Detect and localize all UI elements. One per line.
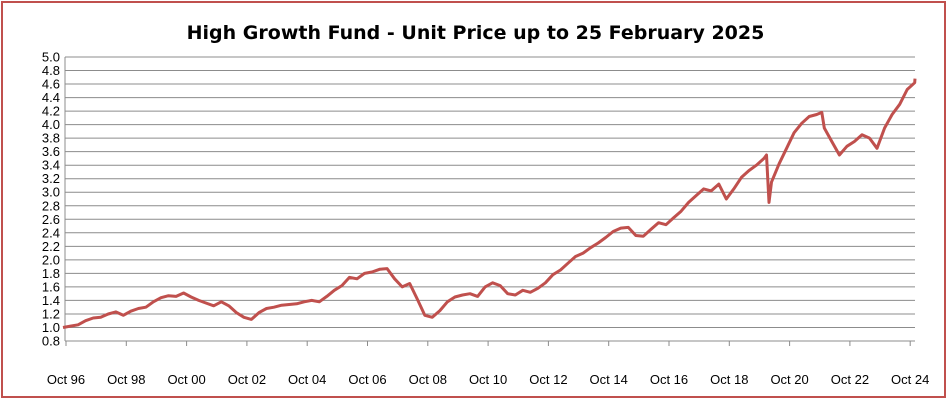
chart-frame bbox=[1, 1, 946, 398]
x-tick-label: Oct 22 bbox=[831, 372, 869, 387]
x-tick-label: Oct 18 bbox=[710, 372, 748, 387]
x-tick-label: Oct 12 bbox=[529, 372, 567, 387]
chart-title: High Growth Fund - Unit Price up to 25 F… bbox=[186, 22, 765, 44]
y-tick-label: 3.6 bbox=[42, 144, 60, 159]
y-tick-label: 4.6 bbox=[42, 77, 60, 92]
x-tick-label: Oct 06 bbox=[348, 372, 386, 387]
y-tick-label: 3.8 bbox=[42, 131, 60, 146]
y-tick-label: 4.0 bbox=[42, 117, 60, 132]
y-tick-label: 1.4 bbox=[42, 293, 60, 308]
y-tick-label: 4.8 bbox=[42, 63, 60, 78]
series-layer bbox=[62, 78, 917, 329]
y-tick-labels: 0.81.01.21.41.61.82.02.22.42.62.83.03.23… bbox=[42, 50, 60, 349]
y-tick-label: 2.0 bbox=[42, 252, 60, 267]
y-tick-label: 3.4 bbox=[42, 158, 60, 173]
y-tick-label: 2.4 bbox=[42, 225, 60, 240]
x-tick-labels: Oct 96 Oct 98 Oct 00 Oct 02 Oct 04 Oct 06 Oct … bbox=[47, 372, 929, 387]
x-tick-label: Oct 14 bbox=[590, 372, 628, 387]
x-tick-label: Oct 96 bbox=[47, 372, 85, 387]
y-tick-label: 1.0 bbox=[42, 320, 60, 335]
y-tick-label: 2.8 bbox=[42, 198, 60, 213]
y-tick-label: 2.2 bbox=[42, 239, 60, 254]
y-tick-label: 3.2 bbox=[42, 171, 60, 186]
x-tick-label: Oct 00 bbox=[167, 372, 205, 387]
y-tick-label: 4.4 bbox=[42, 90, 60, 105]
x-tick-label: Oct 24 bbox=[891, 372, 929, 387]
x-tick-label: Oct 98 bbox=[107, 372, 145, 387]
y-tick-label: 3.0 bbox=[42, 185, 60, 200]
x-tick-label: Oct 16 bbox=[650, 372, 688, 387]
y-tick-label: 0.8 bbox=[42, 334, 60, 349]
y-tick-label: 1.2 bbox=[42, 306, 60, 321]
y-tick-label: 1.6 bbox=[42, 279, 60, 294]
unit-price-line bbox=[62, 78, 917, 329]
x-tick-label: Oct 04 bbox=[288, 372, 326, 387]
x-tick-label: Oct 08 bbox=[409, 372, 447, 387]
y-tick-label: 1.8 bbox=[42, 266, 60, 281]
axes bbox=[64, 57, 911, 346]
y-tick-label: 4.2 bbox=[42, 104, 60, 119]
x-tick-label: Oct 20 bbox=[770, 372, 808, 387]
y-tick-label: 5.0 bbox=[42, 50, 60, 65]
x-tick-label: Oct 02 bbox=[228, 372, 266, 387]
grid-lines bbox=[65, 56, 915, 342]
y-tick-label: 2.6 bbox=[42, 212, 60, 227]
x-tick-label: Oct 10 bbox=[469, 372, 507, 387]
